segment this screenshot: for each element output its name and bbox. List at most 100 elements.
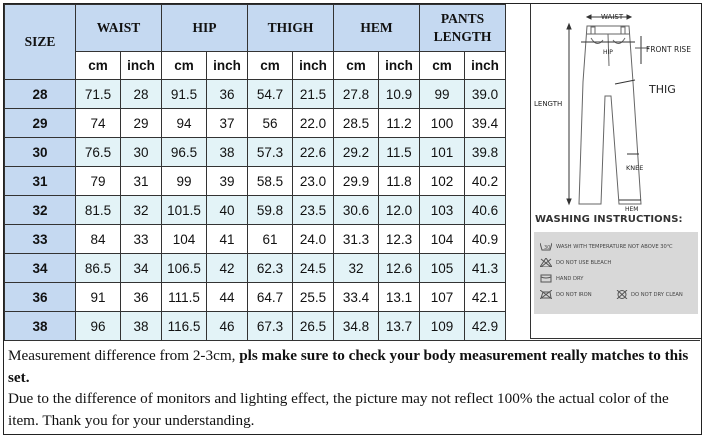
measure-cell-thigh-in: 21.5 [292,79,334,109]
diagram-label-hip: HIP [603,49,613,56]
measure-cell-hip-in: 38 [206,137,248,167]
measure-cell-thigh-in: 24.0 [292,224,334,254]
size-cell: 32 [4,195,76,225]
measure-cell-thigh-in: 22.0 [292,108,334,138]
pants-length-line2: LENGTH [433,29,492,44]
diagram-label-front-rise: FRONT RISE [646,45,691,54]
measure-cell-len-cm: 103 [419,195,465,225]
measure-cell-waist-cm: 91 [75,282,121,312]
unit-inch: inch [206,51,248,80]
measure-cell-waist-in: 31 [120,166,162,196]
no-dry-clean-icon [616,290,628,299]
measure-cell-hem-cm: 32 [333,253,379,283]
measure-cell-hip-in: 36 [206,79,248,109]
measure-cell-waist-cm: 79 [75,166,121,196]
size-cell: 33 [4,224,76,254]
measure-cell-hip-cm: 106.5 [161,253,207,283]
measure-cell-thigh-cm: 61 [247,224,293,254]
measure-cell-thigh-cm: 57.3 [247,137,293,167]
measure-cell-hem-in: 12.3 [378,224,420,254]
measure-cell-len-cm: 107 [419,282,465,312]
measure-cell-waist-cm: 76.5 [75,137,121,167]
table-row: 29 74 29 94 37 56 22.0 28.5 11.2 100 39.4 [4,108,506,138]
unit-cm: cm [333,51,379,80]
measure-cell-len-cm: 104 [419,224,465,254]
measure-cell-len-cm: 102 [419,166,465,196]
hip-header: HIP [161,4,248,52]
hand-dry-text: HAND DRY [556,276,584,282]
measure-cell-waist-in: 34 [120,253,162,283]
measure-cell-hem-cm: 33.4 [333,282,379,312]
measure-cell-hem-cm: 31.3 [333,224,379,254]
measure-cell-len-in: 42.1 [464,282,506,312]
measure-cell-hip-cm: 111.5 [161,282,207,312]
wash-temp-text: WASH WITH TEMPERATURE NOT ABOVE 30℃ [556,244,673,250]
size-cell: 38 [4,311,76,341]
measure-cell-hip-cm: 91.5 [161,79,207,109]
no-bleach-icon [540,258,552,267]
measure-cell-len-in: 40.2 [464,166,506,196]
no-bleach-text: DO NOT USE BLEACH [556,260,612,266]
measure-cell-hip-in: 44 [206,282,248,312]
measure-cell-hem-cm: 28.5 [333,108,379,138]
measure-cell-waist-in: 29 [120,108,162,138]
measure-cell-hem-in: 10.9 [378,79,420,109]
measure-cell-thigh-cm: 59.8 [247,195,293,225]
measure-cell-len-cm: 109 [419,311,465,341]
measure-cell-hem-in: 13.7 [378,311,420,341]
measure-cell-thigh-cm: 56 [247,108,293,138]
measure-cell-thigh-cm: 54.7 [247,79,293,109]
measure-cell-len-cm: 99 [419,79,465,109]
size-cell: 28 [4,79,76,109]
washing-box: 30 WASH WITH TEMPERATURE NOT ABOVE 30℃ D… [534,232,698,314]
measure-cell-hem-in: 11.8 [378,166,420,196]
table-row: 33 84 33 104 41 61 24.0 31.3 12.3 104 40.9 [4,224,506,254]
measure-cell-hem-in: 12.0 [378,195,420,225]
measure-cell-len-in: 39.8 [464,137,506,167]
no-iron-icon [540,290,552,299]
measure-cell-len-in: 40.6 [464,195,506,225]
measure-cell-waist-in: 38 [120,311,162,341]
measure-cell-len-in: 41.3 [464,253,506,283]
measure-cell-hip-in: 41 [206,224,248,254]
diagram-panel: WAIST HIP FRONT RISE LENGTH THIG KNEE HE… [530,4,701,339]
table-row: 30 76.5 30 96.5 38 57.3 22.6 29.2 11.5 101 39.8 [4,137,506,167]
measure-cell-hip-in: 42 [206,253,248,283]
measure-cell-len-in: 39.4 [464,108,506,138]
note-measurement-bold: pls make sure to check your body measure… [8,347,689,386]
note-measurement: Measurement difference from 2-3cm, [8,347,240,364]
diagram-label-length: LENGTH [534,100,562,108]
measure-cell-hip-cm: 101.5 [161,195,207,225]
unit-cm: cm [419,51,465,80]
measure-cell-len-in: 42.9 [464,311,506,341]
measure-cell-thigh-in: 25.5 [292,282,334,312]
measure-cell-hem-in: 13.1 [378,282,420,312]
measure-cell-waist-in: 36 [120,282,162,312]
notes-box: Measurement difference from 2-3cm, pls m… [4,340,700,434]
unit-cm: cm [247,51,293,80]
diagram-label-thig: THIG [648,83,676,96]
measure-cell-waist-cm: 81.5 [75,195,121,225]
measure-cell-waist-cm: 86.5 [75,253,121,283]
measure-cell-waist-in: 32 [120,195,162,225]
unit-inch: inch [378,51,420,80]
diagram-label-knee: KNEE [626,164,643,172]
size-cell: 36 [4,282,76,312]
measure-cell-thigh-in: 24.5 [292,253,334,283]
hand-dry-icon [540,274,552,283]
measure-cell-len-in: 39.0 [464,79,506,109]
size-cell: 30 [4,137,76,167]
size-table: SIZE WAIST HIP THIGH HEM PANTS LENGTH cm… [4,4,506,341]
measure-cell-thigh-in: 26.5 [292,311,334,341]
pants-length-header: PANTS LENGTH [419,4,506,52]
measure-cell-hip-in: 37 [206,108,248,138]
diagram-label-waist: WAIST [601,13,624,21]
unit-cm: cm [161,51,207,80]
measure-cell-hem-in: 11.5 [378,137,420,167]
measure-cell-thigh-in: 23.5 [292,195,334,225]
measure-cell-hip-cm: 99 [161,166,207,196]
measure-cell-thigh-cm: 64.7 [247,282,293,312]
pants-length-line1: PANTS [440,11,485,26]
measure-cell-waist-cm: 84 [75,224,121,254]
measure-cell-len-cm: 101 [419,137,465,167]
